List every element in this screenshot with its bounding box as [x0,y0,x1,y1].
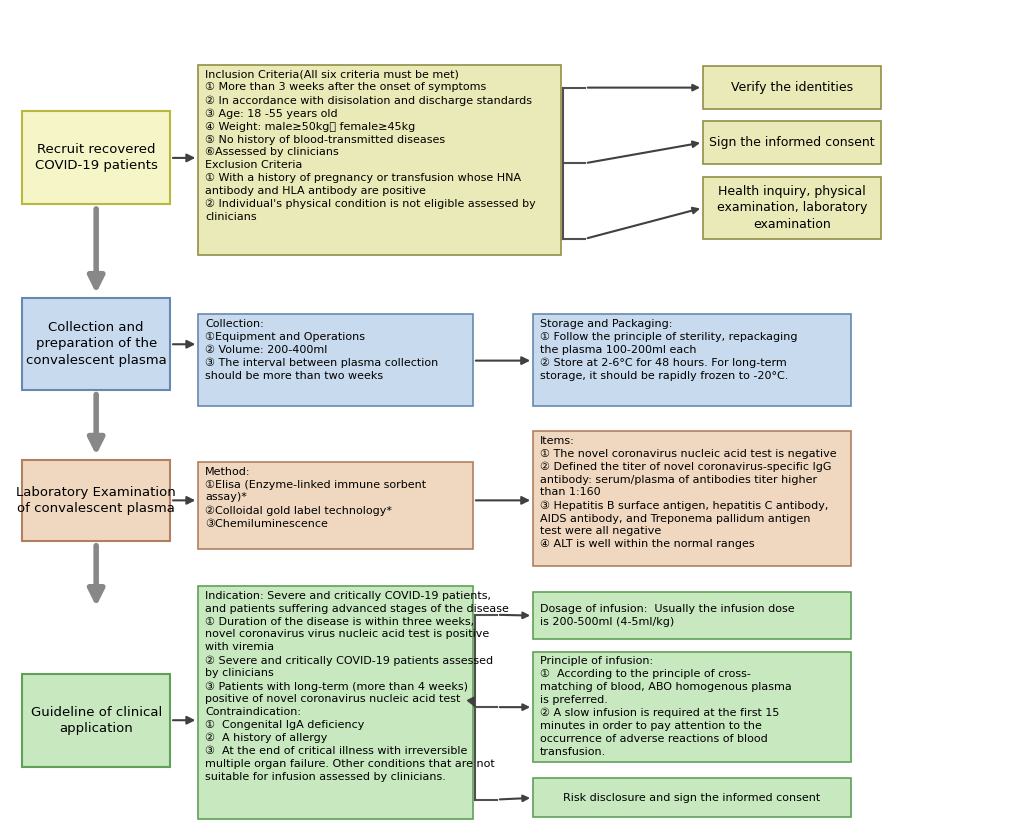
Text: Collection:
①Equipment and Operations
② Volume: 200-400ml
③ The interval between: Collection: ①Equipment and Operations ② … [205,319,438,380]
FancyBboxPatch shape [22,298,170,390]
FancyBboxPatch shape [533,592,850,640]
Text: Collection and
preparation of the
convalescent plasma: Collection and preparation of the conval… [25,321,166,367]
Text: Storage and Packaging:
① Follow the principle of sterility, repackaging
the plas: Storage and Packaging: ① Follow the prin… [539,319,797,380]
FancyBboxPatch shape [22,675,170,766]
FancyBboxPatch shape [702,121,880,163]
Text: Dosage of infusion:  Usually the infusion dose
is 200-500ml (4-5ml/kg): Dosage of infusion: Usually the infusion… [539,604,794,627]
Text: Inclusion Criteria(All six criteria must be met)
① More than 3 weeks after the o: Inclusion Criteria(All six criteria must… [205,70,535,222]
Text: Items:
① The novel coronavirus nucleic acid test is negative
② Defined the titer: Items: ① The novel coronavirus nucleic a… [539,436,836,549]
Text: Indication: Severe and critically COVID-19 patients,
and patients suffering adva: Indication: Severe and critically COVID-… [205,591,508,781]
FancyBboxPatch shape [22,111,170,204]
FancyBboxPatch shape [533,314,850,406]
Text: Health inquiry, physical
examination, laboratory
examination: Health inquiry, physical examination, la… [716,185,866,231]
FancyBboxPatch shape [702,67,880,109]
Text: Principle of infusion:
①  According to the principle of cross-
matching of blood: Principle of infusion: ① According to th… [539,656,791,756]
Text: Verify the identities: Verify the identities [730,81,852,94]
Text: Risk disclosure and sign the informed consent: Risk disclosure and sign the informed co… [562,793,819,803]
Text: Sign the informed consent: Sign the informed consent [708,136,874,149]
FancyBboxPatch shape [22,460,170,541]
Text: Recruit recovered
COVID-19 patients: Recruit recovered COVID-19 patients [35,143,158,173]
Text: Method:
①Elisa (Enzyme-linked immune sorbent
assay)*
②Colloidal gold label techn: Method: ①Elisa (Enzyme-linked immune sor… [205,467,426,529]
FancyBboxPatch shape [702,177,880,239]
FancyBboxPatch shape [533,778,850,817]
Text: Guideline of clinical
application: Guideline of clinical application [31,706,162,736]
FancyBboxPatch shape [533,431,850,565]
Text: Laboratory Examination
of convalescent plasma: Laboratory Examination of convalescent p… [16,485,176,515]
FancyBboxPatch shape [198,586,473,819]
FancyBboxPatch shape [198,314,473,406]
FancyBboxPatch shape [198,65,560,255]
FancyBboxPatch shape [533,651,850,762]
FancyBboxPatch shape [198,462,473,550]
